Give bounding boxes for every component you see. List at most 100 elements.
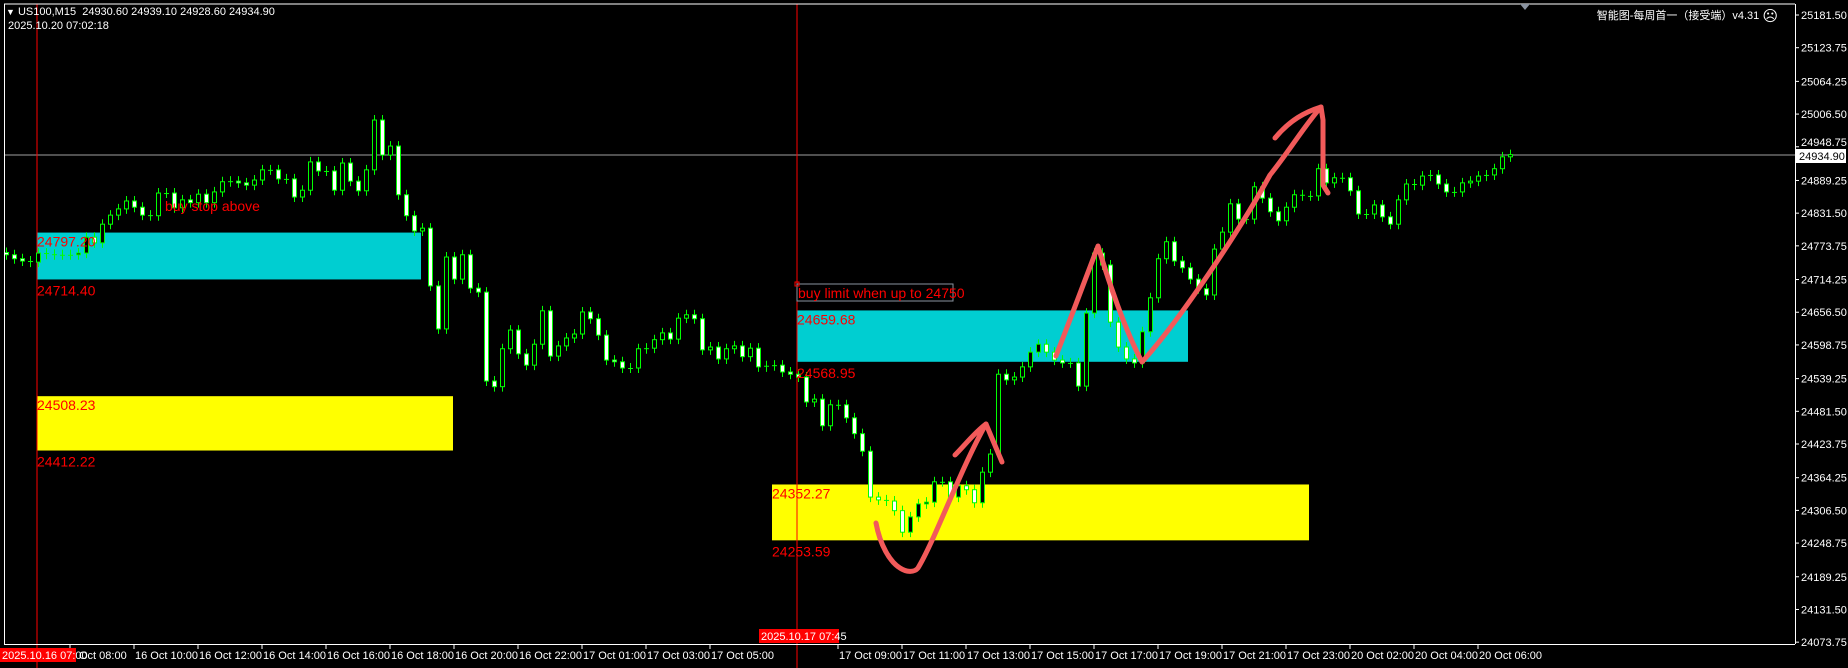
candle-body	[276, 169, 281, 180]
candle	[1388, 211, 1393, 230]
price-axis[interactable]: 25181.50 25123.75 25064.25 25006.50 24948.75…	[1795, 10, 1847, 649]
candle-body	[92, 236, 97, 244]
time-tick-label: 20 Oct 06:00	[1479, 650, 1542, 662]
candle	[932, 476, 937, 508]
candle	[916, 498, 921, 522]
candle-body	[652, 339, 657, 349]
candle-body	[396, 145, 401, 196]
time-tick-label: 17 Oct 01:00	[583, 650, 646, 662]
candle-body	[108, 214, 113, 225]
candle	[148, 210, 153, 221]
vline-1-time-label: 2025.10.16 07:00	[2, 650, 88, 662]
candle	[644, 343, 649, 354]
candle	[84, 232, 89, 259]
candle	[612, 355, 617, 367]
candle-body	[332, 170, 337, 191]
zone-rect-2[interactable]	[37, 396, 453, 451]
candle-body	[668, 332, 673, 340]
candle-body	[124, 200, 129, 210]
candle	[1116, 317, 1121, 353]
candle-body	[812, 398, 817, 403]
candle	[716, 342, 721, 364]
triangle-down-icon[interactable]: ▼	[6, 7, 15, 17]
candle	[516, 325, 521, 359]
candle-body	[1268, 197, 1273, 213]
arrowhead-2[interactable]	[1272, 104, 1331, 196]
candle-body	[1380, 204, 1385, 218]
zone-rect-4[interactable]	[772, 484, 1309, 541]
price-tick-label: 24948.75	[1801, 137, 1847, 149]
anchor-marker[interactable]	[794, 281, 800, 287]
candle	[1380, 199, 1385, 222]
indicator-name: 智能图-每周首一（接受端）v4.31	[1596, 10, 1760, 22]
candle-body	[700, 318, 705, 351]
candle-body	[1348, 177, 1353, 192]
candle-body	[844, 404, 849, 419]
candle	[500, 343, 505, 392]
candle-body	[1404, 183, 1409, 201]
candle-body	[1020, 366, 1025, 378]
indicator-label: 智能图-每周首一（接受端）v4.31 ☹	[1597, 7, 1778, 25]
candle-body	[892, 500, 897, 512]
candle-body	[580, 311, 585, 335]
candle	[1372, 199, 1377, 220]
candle-body	[620, 361, 625, 369]
time-tick-label: 16 Oct 14:00	[263, 650, 326, 662]
candle	[1180, 255, 1185, 273]
hand-drawn-arrows[interactable]	[873, 104, 1331, 574]
buy-limit-text[interactable]: buy limit when up to 24750	[798, 285, 965, 301]
candle	[548, 305, 553, 362]
candle	[372, 115, 377, 175]
candle	[556, 340, 561, 362]
candle-body	[252, 179, 257, 186]
candle	[708, 342, 713, 355]
candle-body	[340, 162, 345, 191]
time-tick-label: 20 Oct 04:00	[1415, 650, 1478, 662]
candle-body	[1180, 260, 1185, 269]
candle	[628, 362, 633, 373]
candle-body	[308, 161, 313, 191]
candle-body	[1132, 358, 1137, 364]
price-tick-label: 24714.25	[1801, 275, 1847, 287]
arrowhead-1[interactable]	[952, 421, 1005, 465]
candle-body	[260, 169, 265, 181]
candle	[284, 173, 289, 184]
candle-body	[964, 485, 969, 491]
candle	[764, 360, 769, 372]
buy-stop-text[interactable]: buy stop above	[165, 198, 260, 214]
candle	[420, 223, 425, 236]
candle	[380, 115, 385, 161]
candle	[1492, 163, 1497, 180]
candle	[316, 156, 321, 176]
candle-body	[1492, 168, 1497, 176]
chart-shift-icon[interactable]	[1520, 4, 1530, 10]
candle	[508, 325, 513, 354]
candle	[220, 176, 225, 197]
candle	[1068, 357, 1073, 368]
candle-body	[516, 329, 521, 355]
u-curve-arrow[interactable]	[873, 421, 989, 574]
candle-body	[588, 311, 593, 320]
candle	[748, 343, 753, 362]
time-axis[interactable]: Oct 08:00 16 Oct 10:00 16 Oct 12:00 16 Oct …	[69, 644, 1542, 662]
candle	[300, 185, 305, 203]
candle	[1508, 149, 1513, 162]
candle	[108, 210, 113, 230]
candle-body	[1284, 206, 1289, 222]
candle	[228, 176, 233, 187]
candle-body	[732, 345, 737, 350]
zigzag-arrow[interactable]	[1053, 104, 1324, 365]
candle-body	[820, 398, 825, 427]
candle-body	[236, 180, 241, 184]
candle	[1412, 178, 1417, 191]
candle	[836, 399, 841, 410]
candle-body	[604, 334, 609, 361]
candle-body	[140, 206, 145, 216]
candle	[124, 195, 129, 214]
candle-body	[452, 256, 457, 280]
candle	[740, 340, 745, 362]
candle-body	[804, 376, 809, 403]
candle	[532, 339, 537, 371]
candle	[364, 164, 369, 196]
